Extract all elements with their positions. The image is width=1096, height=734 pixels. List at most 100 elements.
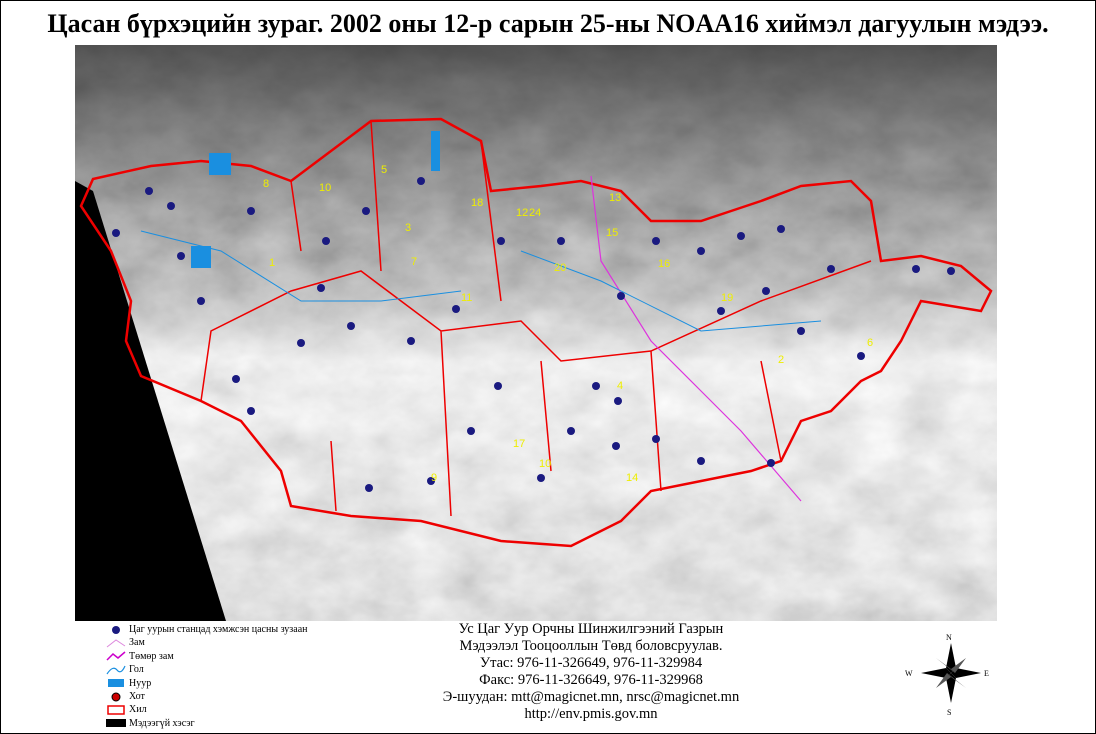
no-data-area	[75, 181, 226, 621]
station	[112, 229, 120, 237]
station	[452, 305, 460, 313]
station-label: 10	[319, 182, 331, 194]
station-label: 6	[867, 337, 873, 349]
station	[592, 382, 600, 390]
legend-label: Хот	[129, 690, 145, 702]
legend: Цаг уурын станцад хэмжсэн цасны зузаан За…	[105, 623, 307, 730]
station	[697, 457, 705, 465]
station-label: 15	[606, 227, 618, 239]
station	[777, 225, 785, 233]
station	[617, 292, 625, 300]
info-line: Факс: 976-11-326649, 976-11-329968	[479, 672, 703, 688]
legend-item: Хил	[105, 703, 307, 716]
legend-item: Төмөр зам	[105, 650, 307, 663]
legend-item: Мэдээгүй хэсэг	[105, 717, 307, 730]
compass-w: W	[905, 669, 913, 678]
station	[717, 307, 725, 315]
legend-icon	[106, 639, 126, 648]
station	[697, 247, 705, 255]
station	[857, 352, 865, 360]
station	[467, 427, 475, 435]
info-line: http://env.pmis.gov.mn	[524, 706, 658, 722]
station-label: 17	[513, 438, 525, 450]
station	[567, 427, 575, 435]
station-label: 1	[269, 257, 275, 269]
station	[145, 187, 153, 195]
legend-icon	[107, 705, 125, 715]
station-label: 8	[263, 178, 269, 190]
legend-item: Зам	[105, 636, 307, 649]
legend-item: Цаг уурын станцад хэмжсэн цасны зузаан	[105, 623, 307, 636]
station	[167, 202, 175, 210]
info: Ус Цаг Уур Орчны Шинжилгээний Газрын Мэдэ…	[381, 621, 801, 723]
legend-label: Зам	[129, 637, 145, 649]
station	[247, 207, 255, 215]
station	[317, 284, 325, 292]
legend-item: Гол	[105, 663, 307, 676]
station-label: 18	[471, 197, 483, 209]
station-label: 10	[539, 458, 551, 470]
station	[912, 265, 920, 273]
compass-e: E	[984, 669, 989, 678]
station-label: 11	[461, 292, 472, 304]
station	[177, 252, 185, 260]
compass-s: S	[947, 708, 951, 717]
station	[427, 477, 435, 485]
image-shade	[75, 45, 997, 621]
legend-label: Төмөр зам	[129, 650, 174, 662]
station	[827, 265, 835, 273]
station	[614, 397, 622, 405]
station	[537, 474, 545, 482]
station-label: 19	[721, 292, 733, 304]
station	[362, 207, 370, 215]
station-label: 12	[516, 207, 528, 219]
legend-item: Хот	[105, 690, 307, 703]
compass: N W E S	[905, 633, 989, 717]
legend-icon	[106, 665, 126, 675]
compass-n: N	[946, 633, 952, 642]
info-line: Утас: 976-11-326649, 976-11-329984	[479, 655, 703, 671]
station	[762, 287, 770, 295]
station-label: 24	[529, 207, 541, 219]
station	[767, 459, 775, 467]
station	[494, 382, 502, 390]
station	[232, 375, 240, 383]
legend-label: Хил	[129, 704, 147, 716]
lake	[191, 246, 211, 268]
lake	[431, 131, 440, 171]
title: Цасан бүрхэцийн зураг. 2002 оны 12-р сар…	[47, 9, 1049, 38]
border	[79, 117, 993, 548]
station	[322, 237, 330, 245]
station-label: 2	[778, 354, 784, 366]
legend-icon	[111, 692, 121, 702]
station	[247, 407, 255, 415]
station	[737, 232, 745, 240]
legend-icon	[112, 625, 120, 634]
station	[652, 435, 660, 443]
station	[407, 337, 415, 345]
station	[652, 237, 660, 245]
station-label: 7	[411, 256, 417, 268]
station	[557, 237, 565, 245]
station	[612, 442, 620, 450]
station-label: 20	[554, 262, 566, 274]
station-label: 14	[626, 472, 638, 484]
rivers	[140, 230, 822, 332]
station-label: 3	[405, 222, 411, 234]
legend-label: Нуур	[129, 677, 152, 689]
info-line: Ус Цаг Уур Орчны Шинжилгээний Газрын	[458, 621, 724, 637]
info-line: Э-шуудан: mtt@magicnet.mn, nrsc@magicnet…	[442, 689, 740, 705]
station	[417, 177, 425, 185]
station	[347, 322, 355, 330]
station	[197, 297, 205, 305]
station	[947, 267, 955, 275]
station-label: 16	[658, 258, 670, 270]
info-line: Мэдээлэл Тооцооллын Төвд боловсруулав.	[459, 638, 723, 654]
legend-label: Цаг уурын станцад хэмжсэн цасны зузаан	[129, 624, 308, 635]
station-label: 9	[431, 472, 437, 484]
station	[365, 484, 373, 492]
station-label: 5	[381, 164, 387, 176]
